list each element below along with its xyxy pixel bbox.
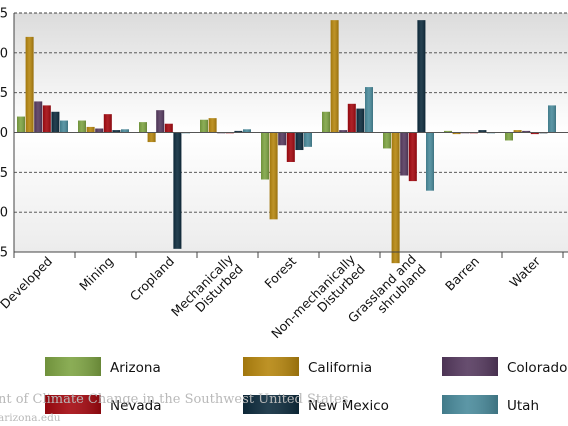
bar-shade [42,105,51,133]
bar-shade [243,129,251,133]
legend-swatch-shade [45,395,101,414]
bar-shade [417,20,426,133]
bar-shade [86,126,95,133]
bar-shade [522,130,531,133]
legend-label-nevada: Nevada [110,398,162,414]
bar-shade [156,110,165,133]
x-tick-label: Water [506,253,543,290]
y-tick-label: 5 [0,86,8,101]
legend-label-california: California [308,360,372,376]
x-tick-label: Barren [442,254,482,294]
bar-shade [356,108,365,133]
bar-shade [78,120,86,133]
bar-shade [400,132,409,176]
x-tick-label: Cropland [127,254,177,304]
legend-swatch-shade [442,395,498,414]
bar-shade [365,87,373,133]
y-tick-label: 0 [0,46,8,61]
bar-shade [452,132,461,135]
bar-shade [261,132,269,180]
y-tick-label: 0 [0,126,8,141]
legend-label-new-mexico: New Mexico [308,398,389,414]
legend-swatch-shade [442,357,498,376]
bar-shade [17,116,25,133]
bar-shade [200,119,208,133]
bar-shade [339,130,348,133]
bar-shade [60,120,68,133]
bar-shade [426,132,434,191]
bar-shade [208,118,217,133]
bar-shade [505,132,513,141]
bar-shade [347,103,356,133]
bar-shade [478,130,487,133]
bar-shade [95,128,104,133]
bar-shade [408,132,417,182]
bar-shade [51,111,60,133]
bar-shade [530,132,539,135]
axes [13,13,568,258]
bar-shade [269,132,278,220]
y-tick-label: 5 [0,166,8,181]
bar-shade [383,132,391,149]
bar-shade [322,111,330,133]
bar-shade [548,105,556,133]
legend-swatch-shade [243,395,299,414]
bar-shade [121,129,129,133]
legend-label-colorado: Colorado [507,360,567,376]
y-tick-label: 5 [0,246,8,261]
bar-shade [234,130,243,133]
legend-label-utah: Utah [507,398,539,414]
bar-shade [444,130,452,133]
bar-shade [173,132,182,249]
bar-shade [112,130,121,133]
legend-swatch-shade [243,357,299,376]
y-tick-label: 0 [0,206,8,221]
bar-shade [286,132,295,162]
bars [17,20,556,264]
x-tick-label: Developed [0,254,55,312]
bar-shade [147,132,156,143]
footer-line-1: nt of Climate Change in the Southwest Un… [0,392,348,407]
y-tick-labels: 5 0 5 0 5 0 5 [0,7,8,261]
bar-shade [330,20,339,133]
bar-shade [513,130,522,133]
bar-shade [304,132,312,147]
bar-shade [34,101,43,133]
legend-label-arizona: Arizona [110,360,161,376]
x-tick-label: MechanicallyDisturbed [168,251,246,329]
bar-shade [103,114,112,133]
x-tick-label: Forest [261,253,299,291]
bar-shade [139,122,147,133]
legend-swatch-shade [45,357,101,376]
bar-shade [391,132,400,264]
bar-shade [25,36,34,133]
x-tick-label: Mining [76,254,116,294]
bar-shade [278,132,287,146]
x-tick-labels: Developed Mining CroplandMechanicallyDistu… [0,251,544,341]
legend: Arizona California Colorado Nevada New Mexic… [45,357,567,414]
y-tick-label: 5 [0,7,8,22]
bar-shade [164,123,173,133]
bar-shade [295,132,304,151]
footer-line-2: arizona.edu [0,412,61,424]
